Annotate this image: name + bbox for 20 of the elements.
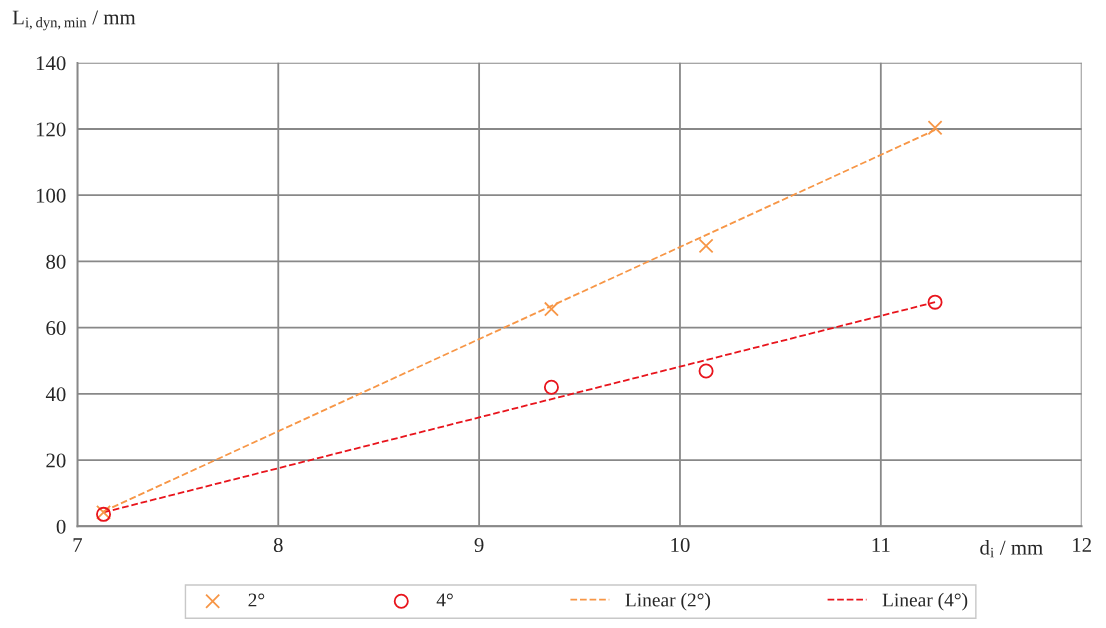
x-tick-label: 10 xyxy=(671,537,690,553)
x-axis-title: d$_{i}$ / mm xyxy=(980,540,1043,558)
y-tick-label: 140 xyxy=(36,56,66,71)
y-tick-label: 40 xyxy=(45,387,66,402)
legend-label: 2° xyxy=(248,593,265,607)
y-tick-label: 60 xyxy=(46,321,66,336)
legend-label: Linear (4°) xyxy=(882,592,968,611)
x-tick-label: 11 xyxy=(872,538,890,552)
legend-label: 4° xyxy=(436,593,453,607)
y-tick-label: 0 xyxy=(56,519,66,534)
legend-label: Linear (2°) xyxy=(625,592,711,611)
y-axis-title: L$_{i,dyn,min}$ / mm xyxy=(12,10,136,31)
y-tick-label: 120 xyxy=(36,122,66,137)
x-tick-label: 9 xyxy=(474,538,484,553)
x-tick-label: 8 xyxy=(273,537,283,553)
y-tick-label: 20 xyxy=(46,453,66,468)
y-tick-label: 100 xyxy=(36,188,66,203)
x-tick-label: 7 xyxy=(73,538,83,552)
x-tick-label: 12 xyxy=(1073,538,1091,552)
y-tick-label: 80 xyxy=(46,254,66,269)
